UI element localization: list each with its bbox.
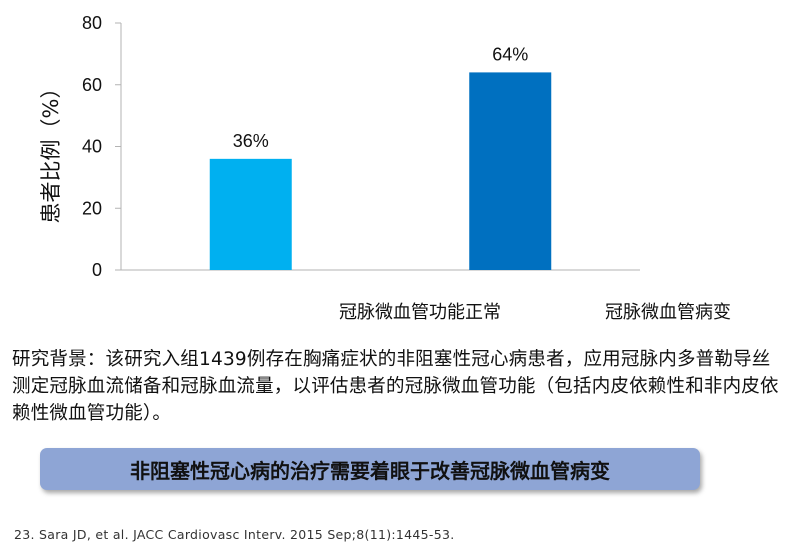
bar-chart: 0 20 40 60 80 36% 64% 冠脉微血管功能正常 冠脉微血管病变 患者比例（%… [39, 13, 731, 323]
reference-citation: 23. Sara JD, et al. JACC Cardiovasc Inte… [14, 527, 455, 542]
bars [209, 72, 552, 271]
bar [469, 72, 552, 271]
category-label: 冠脉微血管病变 [605, 302, 731, 323]
category-label: 冠脉微血管功能正常 [339, 302, 501, 323]
y-tick-label: 80 [82, 13, 102, 33]
data-label: 64% [492, 44, 528, 64]
category-labels: 冠脉微血管功能正常 冠脉微血管病变 [339, 302, 731, 323]
y-tick-labels: 0 20 40 60 80 [82, 13, 121, 280]
data-labels: 36% 64% [233, 44, 529, 150]
y-tick-label: 20 [82, 198, 102, 218]
study-background-text: 研究背景：该研究入组1439例存在胸痛症状的非阻塞性冠心病患者，应用冠脉内多普勒… [12, 349, 779, 424]
bar [209, 158, 292, 270]
conclusion-banner: 非阻塞性冠心病的治疗需要着眼于改善冠脉微血管病变 [40, 448, 700, 490]
data-label: 36% [233, 131, 269, 151]
y-tick-label: 40 [82, 137, 102, 157]
y-tick-label: 60 [82, 75, 102, 95]
chart-axes [120, 23, 640, 271]
conclusion-text: 非阻塞性冠心病的治疗需要着眼于改善冠脉微血管病变 [130, 458, 610, 483]
y-tick-label: 0 [92, 260, 102, 280]
y-axis-label: 患者比例（%） [39, 78, 63, 224]
